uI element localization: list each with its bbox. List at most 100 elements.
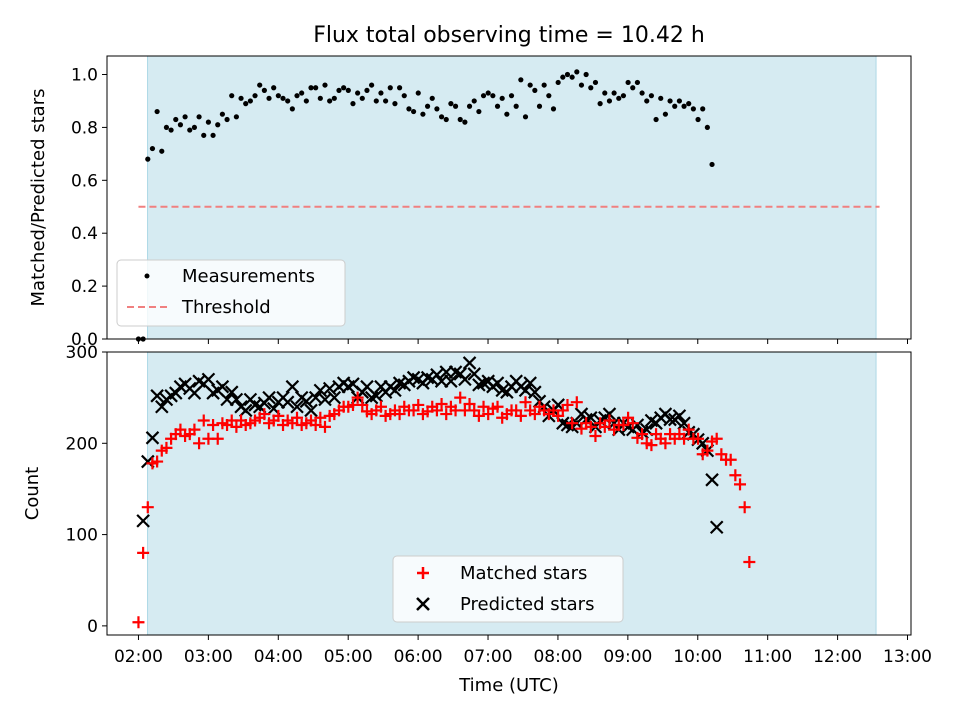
measurement-point (639, 90, 645, 96)
predicted-star-marker (155, 399, 169, 414)
measurement-point (233, 114, 239, 120)
measurement-point (285, 98, 291, 104)
measurement-point (313, 85, 319, 91)
measurement-point (658, 95, 664, 101)
predicted-star-marker (150, 389, 164, 403)
y-axis-ticks-bottom: 0 100 200 300 (66, 343, 107, 637)
x-tick-label: 10:00 (673, 647, 722, 667)
x-tick-label: 03:00 (184, 647, 233, 667)
measurement-point (634, 79, 641, 86)
measurement-point (261, 87, 267, 93)
y-tick-label: 1.0 (71, 66, 98, 86)
predicted-star-marker (327, 390, 342, 405)
measurement-point (653, 116, 659, 123)
measurement-point (597, 101, 603, 107)
measurement-point (308, 85, 314, 91)
predicted-star-marker (229, 392, 244, 407)
measurement-point (275, 93, 281, 99)
matched-star-marker (617, 419, 630, 432)
measurement-point (215, 122, 221, 128)
measurement-point (560, 74, 566, 80)
measurement-point (667, 98, 673, 104)
measurement-point (429, 95, 435, 101)
y-tick-label: 0.2 (71, 277, 98, 297)
matched-star-marker (682, 423, 695, 436)
matched-star-marker (636, 428, 649, 441)
matched-star-marker (211, 432, 224, 445)
measurement-point (224, 116, 230, 123)
matched-star-marker (566, 417, 579, 430)
measurement-points (135, 69, 715, 342)
legend-box (392, 555, 624, 623)
legend-measurement-marker (144, 273, 150, 279)
matched-star-marker (412, 398, 425, 411)
measurement-point (434, 106, 440, 112)
measurement-point (499, 95, 505, 101)
measurement-point (266, 95, 272, 101)
measurement-point (187, 127, 193, 133)
legend-measurements-label: Measurements (182, 266, 315, 287)
x-tick-label: 11:00 (743, 647, 792, 667)
predicted-star-marker (458, 372, 472, 387)
legend-matched-label: Matched stars (460, 563, 587, 584)
measurement-point (700, 106, 706, 112)
predicted-star-marker (280, 395, 295, 409)
measurement-point (541, 82, 547, 88)
measurement-point (163, 124, 170, 131)
measurement-point (350, 101, 356, 107)
matched-star-marker (132, 616, 145, 629)
measurement-point (513, 103, 519, 109)
measurement-point (443, 116, 449, 123)
measurement-point (695, 116, 701, 123)
matched-star-marker (491, 400, 504, 413)
measurement-point (490, 93, 496, 99)
measurement-point (648, 93, 655, 99)
predicted-star-marker (430, 368, 444, 382)
y-tick-label: 0 (87, 617, 98, 637)
measurement-point (686, 101, 692, 107)
measurement-point (438, 114, 445, 120)
predicted-star-marker (705, 473, 719, 487)
y-tick-label: 0.4 (71, 224, 98, 244)
measurement-point (210, 132, 216, 138)
measurement-point (676, 98, 682, 104)
matched-star-marker (598, 420, 611, 433)
measurement-point (690, 106, 696, 112)
matched-star-marker (430, 404, 443, 417)
predicted-star-marker (444, 374, 458, 388)
measurement-point (574, 69, 580, 75)
measurement-point (611, 90, 617, 96)
measurement-point (322, 82, 328, 88)
legend-predicted-label: Predicted stars (460, 594, 594, 615)
x-tick-label: 12:00 (813, 647, 862, 667)
predicted-star-marker (528, 385, 542, 399)
matched-star-marker (309, 419, 322, 432)
matched-star-marker (151, 455, 164, 468)
x-axis-label: Time (UTC) (458, 675, 559, 696)
legend-top: Measurements Threshold (116, 259, 346, 327)
matched-star-marker (141, 501, 154, 514)
x-tick-label: 07:00 (464, 647, 513, 667)
x-tick-label: 08:00 (533, 647, 582, 667)
matched-star-marker (603, 414, 616, 427)
matched-star-marker (645, 439, 658, 452)
matched-stars-markers (132, 391, 756, 629)
measurement-point (606, 98, 613, 104)
measurement-point (504, 111, 510, 117)
measurement-point (247, 98, 253, 104)
x-tick-label: 06:00 (394, 647, 443, 667)
x-axis-ticks-top (137, 339, 909, 344)
predicted-star-marker (299, 394, 314, 409)
matched-star-marker (519, 396, 532, 409)
measurement-point (196, 114, 202, 120)
matched-star-marker (724, 453, 737, 466)
measurement-point (704, 124, 710, 131)
matched-star-marker (314, 411, 327, 424)
matched-star-marker (351, 391, 364, 404)
predicted-star-marker (290, 399, 304, 414)
measurement-point (229, 93, 235, 99)
x-axis-ticks-bottom: 02:00 03:00 04:00 05:00 06:00 07:00 08:00 09:00… (114, 635, 932, 667)
predicted-star-marker (285, 379, 300, 394)
measurement-point (452, 103, 459, 109)
